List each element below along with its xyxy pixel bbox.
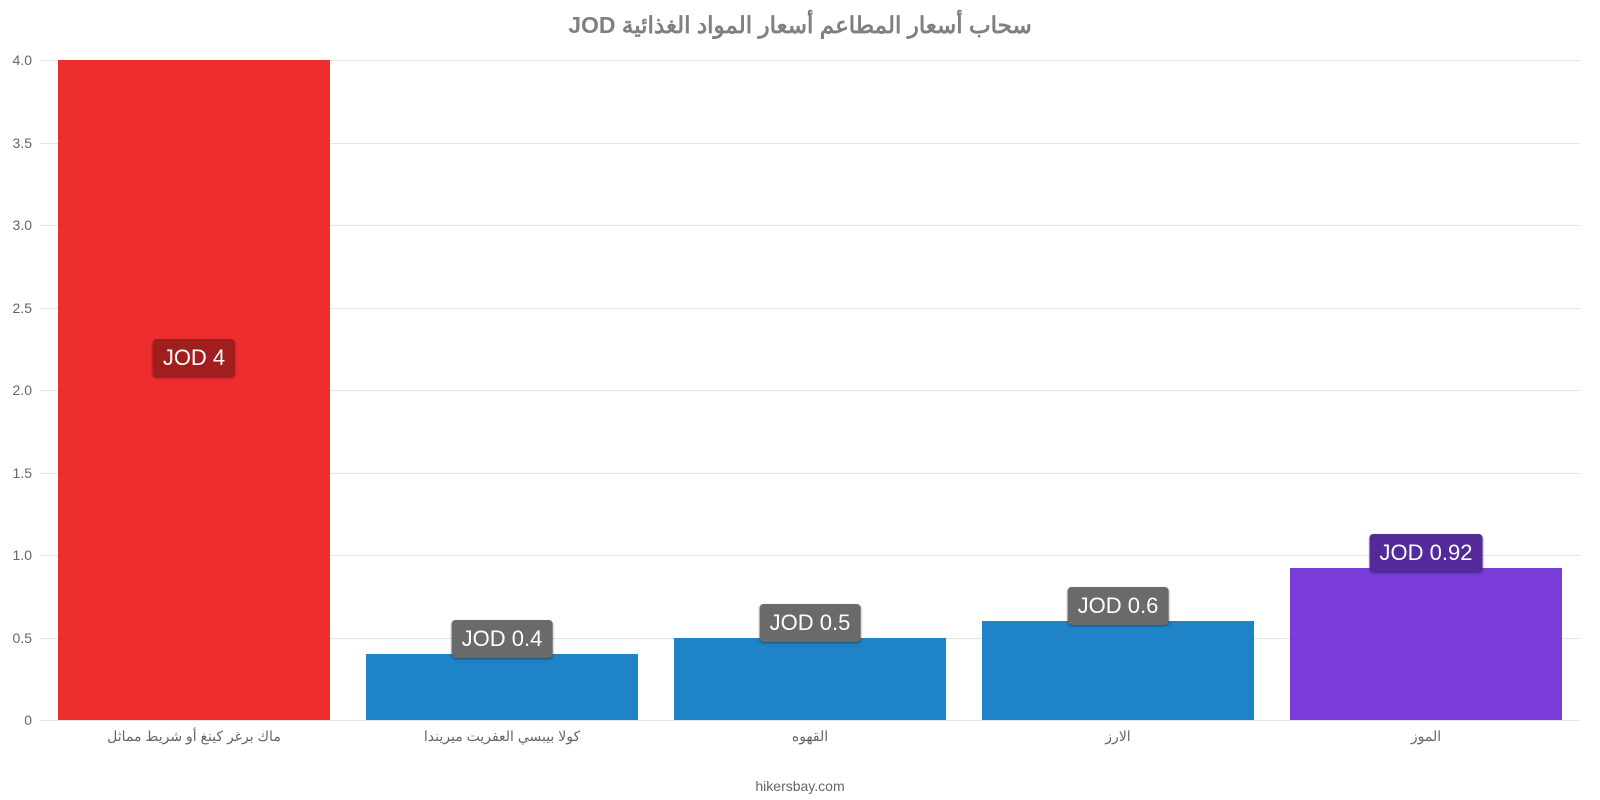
y-tick-label: 1.5 [13, 465, 32, 481]
price-bar-chart: سحاب أسعار المطاعم أسعار المواد الغذائية… [0, 0, 1600, 800]
y-tick-label: 3.0 [13, 217, 32, 233]
bar [982, 621, 1253, 720]
plot-area: 00.51.01.52.02.53.03.54.0JOD 4JOD 0.4JOD… [40, 60, 1580, 720]
bar [674, 638, 945, 721]
value-badge: JOD 0.6 [1068, 587, 1169, 625]
y-tick-label: 2.5 [13, 300, 32, 316]
chart-title: سحاب أسعار المطاعم أسعار المواد الغذائية… [0, 12, 1600, 39]
y-tick-label: 0.5 [13, 630, 32, 646]
source-label: hikersbay.com [0, 778, 1600, 794]
bar [1290, 568, 1561, 720]
x-tick-label: ماك برغر كينغ أو شريط مماثل [107, 728, 281, 745]
y-tick-label: 4.0 [13, 52, 32, 68]
y-tick-label: 0 [24, 712, 32, 728]
value-badge: JOD 0.92 [1370, 534, 1483, 572]
x-axis: ماك برغر كينغ أو شريط مماثل كولا بيبسي ال… [40, 720, 1580, 760]
x-tick-label: الموز [1411, 728, 1441, 745]
x-tick-label: القهوه [792, 728, 828, 745]
bar [58, 60, 329, 720]
y-tick-label: 2.0 [13, 382, 32, 398]
x-tick-label: كولا بيبسي العفريت ميريندا [424, 728, 580, 745]
y-tick-label: 3.5 [13, 135, 32, 151]
bar [366, 654, 637, 720]
value-badge: JOD 0.4 [452, 620, 553, 658]
y-tick-label: 1.0 [13, 547, 32, 563]
value-badge: JOD 4 [153, 339, 235, 377]
x-tick-label: الارز [1105, 728, 1130, 745]
value-badge: JOD 0.5 [760, 604, 861, 642]
